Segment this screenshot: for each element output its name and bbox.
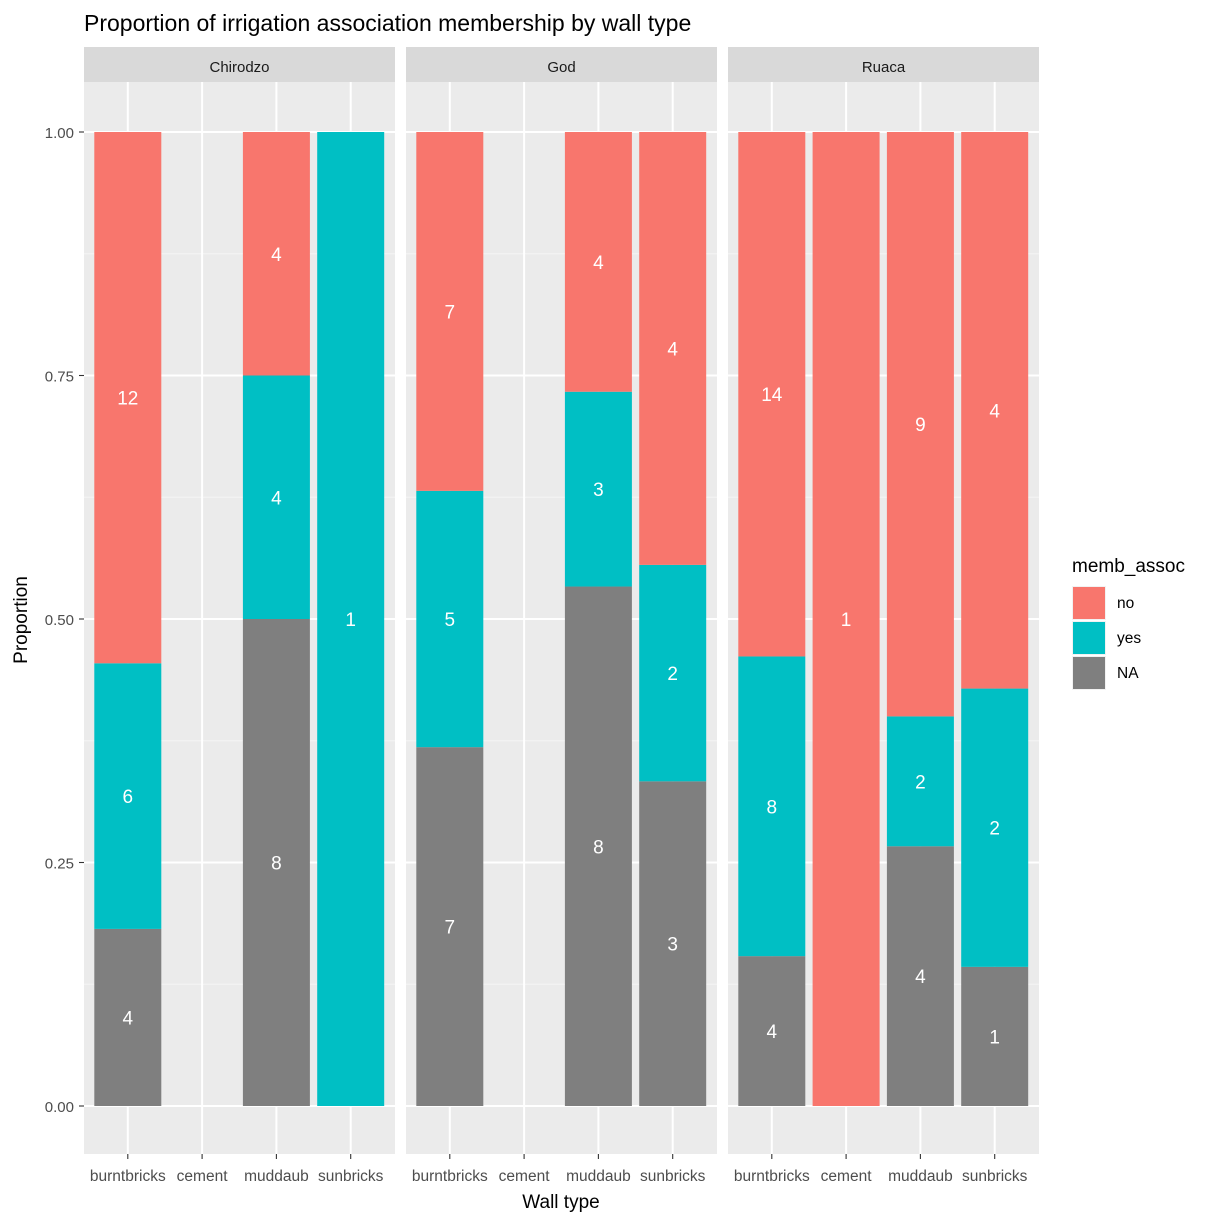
y-tick-label: 0.00 — [45, 1099, 74, 1116]
bar-segment-chirodzo-muddaub-na — [242, 619, 310, 1106]
bar-segment-ruaca-muddaub-yes — [886, 716, 954, 847]
bar-segment-ruaca-burntbricks-na — [738, 956, 806, 1106]
bar-count-label: 8 — [593, 837, 604, 858]
bar-count-label: 4 — [593, 253, 604, 274]
facet-strip — [728, 47, 1039, 82]
y-tick-label: 0.50 — [45, 612, 74, 629]
bar-count-label: 8 — [271, 854, 282, 875]
x-tick-label: sunbricks — [962, 1168, 1028, 1185]
bar-count-label: 9 — [915, 415, 926, 436]
bar-count-label: 4 — [271, 488, 282, 509]
x-tick-label: burntbricks — [90, 1168, 166, 1185]
x-tick-label: burntbricks — [412, 1168, 488, 1185]
bar-count-label: 3 — [667, 935, 678, 956]
bar-count-label: 8 — [767, 797, 778, 818]
bar-segment-chirodzo-muddaub-yes — [242, 375, 310, 619]
x-tick-label: muddaub — [566, 1168, 631, 1185]
bar-segment-ruaca-sunbricks-na — [961, 966, 1029, 1106]
bar-segment-god-muddaub-yes — [564, 391, 632, 587]
bar-count-label: 2 — [989, 819, 1000, 840]
bar-segment-god-sunbricks-no — [639, 132, 707, 565]
facet-strip — [84, 47, 395, 82]
x-tick-label: cement — [821, 1168, 873, 1185]
facet-strip-label: Chirodzo — [209, 59, 269, 76]
bar-count-label: 7 — [445, 302, 456, 323]
bar-count-label: 1 — [841, 610, 852, 631]
bar-count-label: 3 — [593, 480, 604, 501]
bar-segment-ruaca-cement-no — [812, 132, 880, 1106]
bar-count-label: 4 — [123, 1008, 134, 1029]
bar-segment-god-sunbricks-na — [639, 781, 707, 1106]
bar-segment-ruaca-sunbricks-yes — [961, 688, 1029, 967]
bar-count-label: 1 — [989, 1027, 1000, 1048]
bar-count-label: 4 — [271, 245, 282, 266]
bar-segment-chirodzo-burntbricks-no — [94, 132, 162, 664]
legend-key-no — [1073, 587, 1105, 619]
bar-count-label: 1 — [345, 610, 356, 631]
bar-count-label: 4 — [989, 401, 1000, 422]
bar-count-label: 2 — [667, 664, 678, 685]
bar-segment-chirodzo-muddaub-no — [242, 132, 310, 376]
legend-label-na: NA — [1117, 665, 1139, 682]
legend: memb_assoc no yes NA — [1072, 556, 1185, 690]
bar-segment-god-sunbricks-yes — [639, 564, 707, 782]
bar-count-label: 2 — [915, 772, 926, 793]
bar-count-label: 4 — [767, 1022, 778, 1043]
legend-key-na — [1073, 657, 1105, 689]
x-tick-label: burntbricks — [734, 1168, 810, 1185]
y-tick-label: 0.25 — [45, 856, 74, 873]
bar-segment-god-burntbricks-na — [416, 747, 484, 1106]
y-axis-title: Proportion — [11, 576, 32, 664]
bar-segment-ruaca-burntbricks-no — [738, 132, 806, 657]
bar-count-label: 4 — [915, 967, 926, 988]
bar-segment-god-burntbricks-no — [416, 132, 484, 491]
x-tick-label: muddaub — [888, 1168, 953, 1185]
facet-panel-chirodzo: Chirodzo 4 6 12 8 4 4 1 burntbricks cement muddaub… — [84, 47, 395, 1185]
x-tick-label: sunbricks — [640, 1168, 706, 1185]
y-axis: 0.00 0.25 0.50 0.75 1.00 — [45, 125, 84, 1116]
legend-key-yes — [1073, 622, 1105, 654]
bar-segment-god-muddaub-no — [564, 132, 632, 392]
bar-count-label: 5 — [445, 610, 456, 631]
y-tick-label: 1.00 — [45, 125, 74, 142]
bar-segment-chirodzo-sunbricks-yes — [317, 132, 385, 1106]
bar-count-label: 12 — [117, 389, 138, 410]
bar-count-label: 6 — [123, 787, 134, 808]
legend-title: memb_assoc — [1072, 556, 1185, 577]
x-axis-title: Wall type — [522, 1192, 599, 1213]
x-tick-label: sunbricks — [318, 1168, 384, 1185]
bar-segment-ruaca-muddaub-no — [886, 132, 954, 717]
facet-strip-label: God — [547, 59, 575, 76]
legend-label-no: no — [1117, 595, 1134, 612]
bar-segment-chirodzo-burntbricks-na — [94, 928, 162, 1106]
chart-title: Proportion of irrigation association mem… — [84, 10, 691, 36]
facet-strip — [406, 47, 717, 82]
bar-count-label: 4 — [667, 339, 678, 360]
x-tick-label: muddaub — [244, 1168, 309, 1185]
bar-segment-ruaca-burntbricks-yes — [738, 656, 806, 957]
bar-segment-god-muddaub-na — [564, 586, 632, 1106]
bar-count-label: 7 — [445, 918, 456, 939]
bar-segment-ruaca-muddaub-na — [886, 846, 954, 1106]
bar-segment-god-burntbricks-yes — [416, 490, 484, 748]
bar-count-label: 14 — [761, 385, 783, 406]
x-tick-label: cement — [499, 1168, 551, 1185]
x-tick-label: cement — [177, 1168, 229, 1185]
y-tick-label: 0.75 — [45, 369, 74, 386]
facet-strip-label: Ruaca — [862, 59, 906, 76]
bar-segment-ruaca-sunbricks-no — [961, 132, 1029, 689]
bar-segment-chirodzo-burntbricks-yes — [94, 663, 162, 929]
facet-panel-god: God 7 5 7 8 3 4 3 2 4 burntbricks cement muddaub sunb… — [406, 47, 717, 1185]
legend-label-yes: yes — [1117, 630, 1141, 647]
